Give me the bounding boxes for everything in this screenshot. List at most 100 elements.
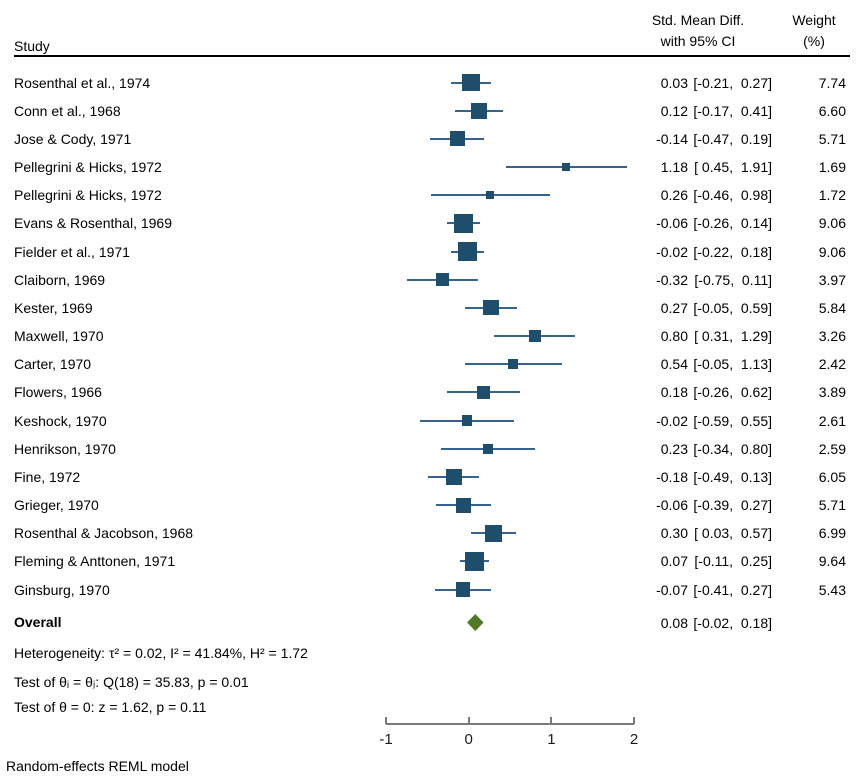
weight-value: 1.69 [818, 159, 846, 175]
column-header-effect: Std. Mean Diff. with 95% CI [618, 10, 778, 52]
effect-square [562, 162, 571, 172]
column-header-weight-line1: Weight [792, 12, 836, 28]
study-label: Pellegrini & Hicks, 1972 [14, 187, 162, 204]
study-label: Fine, 1972 [14, 468, 81, 485]
effect-square [461, 415, 473, 426]
model-note: Random-effects REML model [6, 758, 189, 774]
weight-value: 3.89 [818, 384, 846, 401]
overall-diamond [467, 614, 484, 631]
overall-estimate: 0.08 [660, 614, 688, 631]
weight-value: 6.60 [818, 102, 846, 119]
ci-interval: [-0.11, 0.25] [694, 553, 772, 570]
column-header-weight: Weight (%) [777, 10, 851, 52]
ci-interval: [-0.59, 0.55] [693, 412, 772, 429]
effect-estimate: 0.27 [660, 299, 688, 316]
effect-estimate: 0.18 [660, 384, 688, 401]
effect-estimate: 0.54 [660, 356, 688, 373]
study-label: Rosenthal & Jacobson, 1968 [14, 525, 194, 542]
effect-estimate: -0.18 [656, 468, 688, 485]
effect-square [508, 359, 519, 370]
effect-square [477, 386, 490, 399]
weight-value: 6.99 [818, 525, 846, 542]
header-rule [14, 55, 850, 57]
effect-square [462, 73, 480, 92]
study-label: Keshock, 1970 [14, 412, 107, 429]
effect-estimate: -0.07 [656, 581, 688, 598]
ci-interval: [ 0.31, 1.29] [694, 328, 772, 345]
ci-interval: [-0.22, 0.18] [693, 243, 772, 260]
ci-interval: [-0.46, 0.98] [693, 187, 772, 204]
effect-square [529, 330, 541, 342]
effect-estimate: 0.30 [660, 525, 688, 542]
weight-value: 9.64 [818, 553, 846, 570]
study-label: Claiborn, 1969 [14, 271, 106, 288]
effect-estimate: 0.03 [660, 74, 688, 91]
ci-interval: [-0.05, 1.13] [693, 356, 772, 373]
x-axis-line [386, 723, 635, 725]
weight-value: 2.61 [818, 412, 846, 429]
x-axis-tick [467, 717, 470, 724]
x-axis-tick-label: 0 [464, 731, 473, 748]
column-header-weight-line2: (%) [803, 33, 825, 49]
ci-interval: [ 0.03, 0.57] [694, 525, 772, 542]
effect-estimate: 0.23 [660, 440, 688, 457]
study-label: Jose & Cody, 1971 [14, 130, 132, 147]
study-label: Carter, 1970 [14, 356, 92, 373]
effect-square [486, 191, 495, 200]
ci-interval: [-0.26, 0.62] [693, 384, 772, 401]
ci-interval: [-0.47, 0.19] [693, 130, 772, 147]
study-label: Grieger, 1970 [14, 497, 99, 514]
effect-square [457, 242, 477, 261]
study-label: Ginsburg, 1970 [14, 581, 110, 598]
effect-square [485, 524, 502, 542]
effect-estimate: -0.02 [656, 243, 688, 260]
weight-value: 2.42 [818, 356, 846, 373]
study-label: Evans & Rosenthal, 1969 [14, 215, 172, 232]
effect-square [482, 443, 493, 454]
effect-estimate: 0.26 [660, 187, 688, 204]
weight-value: 9.06 [818, 243, 846, 260]
ci-interval: [-0.05, 0.59] [693, 299, 772, 316]
effect-estimate: -0.32 [656, 271, 688, 288]
effect-square [446, 469, 462, 485]
effect-square [454, 213, 474, 233]
column-header-study: Study [14, 38, 50, 54]
weight-value: 7.74 [818, 74, 846, 91]
effect-estimate: 1.18 [660, 159, 688, 175]
weight-value: 3.26 [818, 328, 846, 345]
study-label: Maxwell, 1970 [14, 328, 104, 345]
study-label: Rosenthal et al., 1974 [14, 74, 151, 91]
ci-interval: [-0.17, 0.41] [693, 102, 772, 119]
x-axis-tick-label: 1 [547, 731, 556, 748]
effect-square [483, 300, 499, 316]
ci-interval: [-0.21, 0.27] [693, 74, 772, 91]
ci-interval: [-0.26, 0.14] [693, 215, 772, 232]
effect-estimate: -0.06 [656, 497, 688, 514]
effect-square [455, 582, 471, 597]
weight-value: 3.97 [818, 271, 846, 288]
study-label: Flowers, 1966 [14, 384, 102, 401]
study-label: Conn et al., 1968 [14, 102, 121, 119]
weight-value: 9.06 [818, 215, 846, 232]
x-axis-tick [385, 717, 388, 724]
heterogeneity-note: Heterogeneity: τ² = 0.02, I² = 41.84%, H… [14, 645, 308, 661]
ci-interval: [-0.39, 0.27] [693, 497, 772, 514]
study-label: Pellegrini & Hicks, 1972 [14, 159, 162, 175]
column-header-effect-line2: with 95% CI [660, 33, 736, 49]
effect-estimate: -0.02 [656, 412, 688, 429]
effect-estimate: 0.12 [660, 102, 688, 119]
x-axis-tick-label: 2 [629, 731, 639, 748]
column-header-effect-line1: Std. Mean Diff. [651, 12, 745, 28]
weight-value: 5.71 [818, 497, 846, 514]
effect-square [464, 551, 485, 572]
study-label: Henrikson, 1970 [14, 440, 116, 457]
ci-interval: [-0.49, 0.13] [693, 468, 772, 485]
weight-value: 1.72 [818, 187, 846, 204]
effect-estimate: -0.06 [656, 215, 688, 232]
effect-square [470, 102, 487, 119]
effect-estimate: 0.80 [660, 328, 688, 345]
effect-square [449, 131, 465, 147]
weight-value: 5.71 [818, 130, 846, 147]
test-zero-note: Test of θ = 0: z = 1.62, p = 0.11 [14, 699, 207, 715]
weight-value: 5.84 [818, 299, 846, 316]
